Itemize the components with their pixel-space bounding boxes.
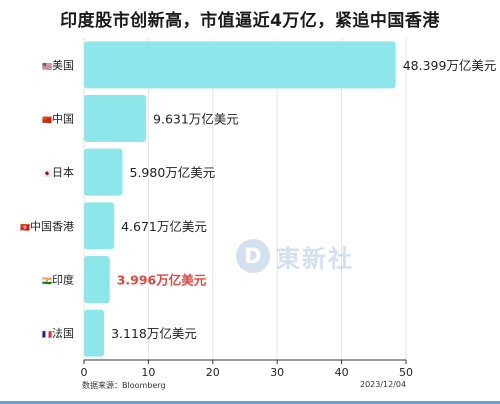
x-tick-label: 30 bbox=[270, 366, 284, 379]
category-name: 中国 bbox=[52, 113, 74, 126]
category-label: 🇫🇷法国 bbox=[42, 326, 74, 340]
value-label: 5.980万亿美元 bbox=[130, 165, 216, 180]
flag-icon: 🇭🇰 bbox=[20, 223, 30, 232]
bar bbox=[84, 148, 123, 196]
x-tick-label: 20 bbox=[206, 366, 220, 379]
bar bbox=[84, 256, 110, 303]
bar bbox=[84, 309, 105, 357]
x-tick-label: 10 bbox=[141, 366, 155, 379]
category-name: 印度 bbox=[52, 273, 74, 287]
bar bbox=[84, 202, 115, 250]
value-label: 48.399万亿美元 bbox=[403, 58, 497, 73]
data-source-note: 数据来源：Bloomberg bbox=[82, 381, 166, 390]
flag-icon: 🇨🇳 bbox=[42, 116, 52, 125]
category-label: 🇮🇳印度 bbox=[42, 273, 74, 287]
value-label: 9.631万亿美元 bbox=[153, 112, 239, 127]
date-note: 2023/12/04 bbox=[360, 380, 407, 389]
watermark-logo: D bbox=[236, 239, 270, 273]
category-name: 法国 bbox=[52, 326, 74, 340]
watermark: D 東新社 bbox=[236, 238, 354, 274]
x-tick-label: 40 bbox=[335, 366, 349, 379]
bar bbox=[84, 41, 396, 89]
category-name: 日本 bbox=[52, 165, 74, 179]
flag-icon: 🇮🇳 bbox=[42, 277, 52, 286]
category-label: 🇨🇳中国 bbox=[42, 113, 74, 126]
flag-icon: 🇫🇷 bbox=[42, 330, 52, 339]
x-tick-label: 0 bbox=[81, 366, 88, 379]
x-tick-label: 50 bbox=[399, 366, 413, 379]
chart-title: 印度股市创新高，市值逼近4万亿，紧追中国香港 bbox=[60, 11, 440, 31]
bottom-border bbox=[0, 401, 500, 404]
flag-icon: 🇯🇵 bbox=[42, 169, 52, 178]
value-label: 3.118万亿美元 bbox=[111, 326, 197, 341]
flag-icon: 🇺🇸 bbox=[42, 62, 52, 71]
category-label: 🇯🇵日本 bbox=[42, 165, 74, 179]
category-label: 🇺🇸美国 bbox=[42, 59, 74, 72]
value-label: 3.996万亿美元 bbox=[117, 273, 207, 288]
category-name: 美国 bbox=[52, 59, 74, 72]
category-name: 中国香港 bbox=[30, 220, 74, 233]
watermark-text: 東新社 bbox=[276, 243, 354, 273]
bar bbox=[84, 95, 147, 142]
category-label: 🇭🇰中国香港 bbox=[20, 220, 74, 233]
value-label: 4.671万亿美元 bbox=[121, 219, 207, 234]
